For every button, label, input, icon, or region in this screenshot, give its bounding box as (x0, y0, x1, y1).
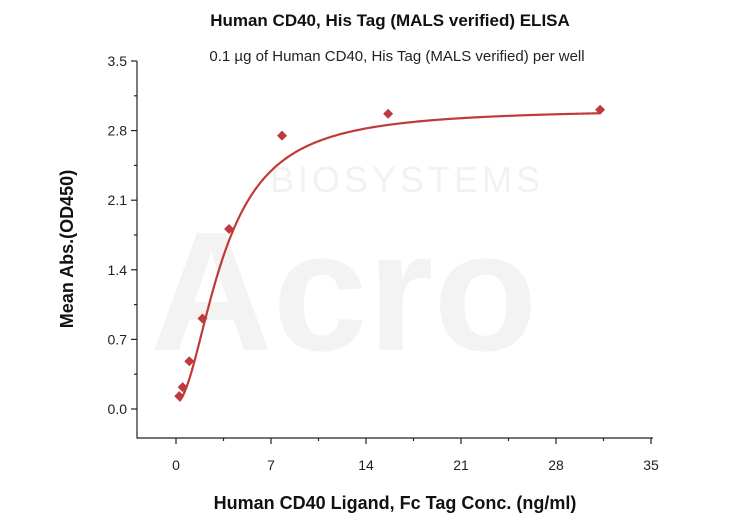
fit-curve (178, 112, 601, 402)
x-tick-label: 35 (643, 457, 659, 473)
x-tick-label: 21 (453, 457, 469, 473)
data-point (177, 382, 188, 393)
data-point (276, 130, 287, 141)
y-axis-label: Mean Abs.(OD450) (57, 170, 77, 328)
data-points (174, 104, 606, 402)
data-point (595, 104, 606, 115)
x-axis-ticks: 0 7 14 21 28 35 (172, 438, 659, 473)
data-point (224, 224, 235, 235)
y-tick-label: 0.7 (108, 331, 128, 347)
x-axis-label: Human CD40 Ligand, Fc Tag Conc. (ng/ml) (214, 493, 577, 513)
y-tick-label: 2.1 (108, 192, 128, 208)
y-tick-label: 3.5 (108, 53, 128, 69)
y-axis-ticks: 0.0 0.7 1.4 2.1 2.8 3.5 (108, 53, 137, 417)
watermark-logo: Acro (150, 197, 537, 387)
y-tick-label: 0.0 (108, 401, 128, 417)
watermark: Acro BIOSYSTEMS (150, 159, 544, 387)
plot-frame (136, 61, 653, 439)
x-tick-label: 14 (358, 457, 374, 473)
chart-subtitle: 0.1 µg of Human CD40, His Tag (MALS veri… (209, 48, 584, 65)
watermark-text: BIOSYSTEMS (270, 159, 544, 200)
data-point (184, 356, 195, 367)
y-tick-label: 1.4 (108, 262, 128, 278)
y-tick-label: 2.8 (108, 123, 128, 139)
data-point (197, 313, 208, 324)
x-tick-label: 28 (548, 457, 564, 473)
x-tick-label: 7 (267, 457, 275, 473)
data-point (174, 391, 185, 402)
x-tick-label: 0 (172, 457, 180, 473)
chart-title: Human CD40, His Tag (MALS verified) ELIS… (210, 11, 570, 30)
data-point (383, 108, 394, 119)
